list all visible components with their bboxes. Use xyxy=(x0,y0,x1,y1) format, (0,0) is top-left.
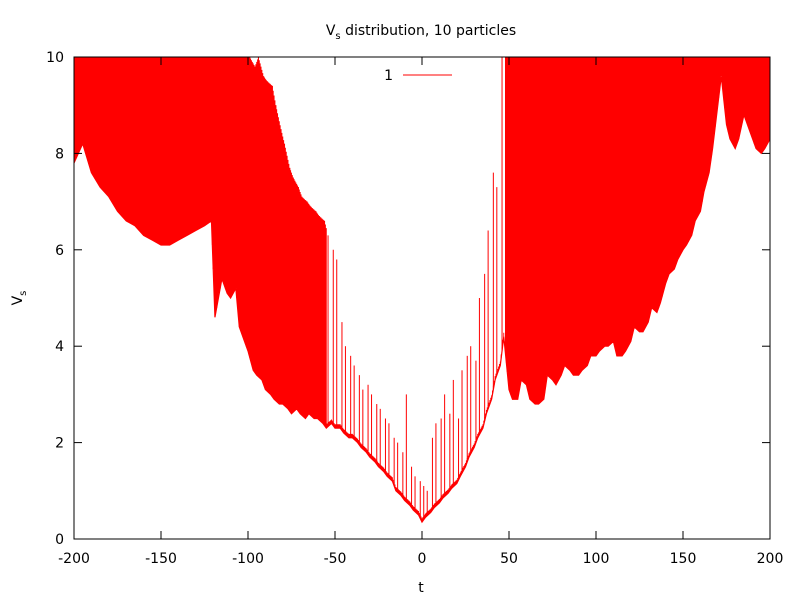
x-tick-label: -200 xyxy=(58,551,90,567)
y-tick-label: 6 xyxy=(55,243,64,259)
x-tick-label: 50 xyxy=(500,551,518,567)
x-tick-label: 0 xyxy=(418,551,427,567)
y-tick-label: 0 xyxy=(55,532,64,548)
y-axis-label: Vs xyxy=(10,291,29,306)
ticks-layer: -200 -150 -100 -50 0 50 100 150 200 0 2 4 6 8 10 xyxy=(46,50,783,567)
y-tick-label: 4 xyxy=(55,339,64,355)
chart-title: Vs distribution, 10 particles xyxy=(326,23,516,42)
legend-label: 1 xyxy=(384,68,393,84)
x-tick-label: -50 xyxy=(324,551,347,567)
series-1-line xyxy=(73,76,771,524)
chart-title-main: V xyxy=(326,23,336,39)
x-axis-label: t xyxy=(418,580,424,596)
x-tick-label: 150 xyxy=(670,551,697,567)
x-tick-label: 200 xyxy=(757,551,784,567)
x-tick-label: -150 xyxy=(145,551,177,567)
y-tick-label: 10 xyxy=(46,50,64,66)
chart-title-subscript: s xyxy=(335,31,340,42)
y-axis-label-subscript: s xyxy=(18,291,29,296)
x-tick-label: -100 xyxy=(232,551,264,567)
x-tick-label: 100 xyxy=(583,551,610,567)
data-layer xyxy=(73,57,771,524)
y-axis-label-main: V xyxy=(10,295,26,305)
legend: 1 xyxy=(384,68,452,84)
plot-frame xyxy=(73,56,771,540)
chart-title-rest: distribution, 10 particles xyxy=(341,23,517,39)
series-1-band xyxy=(73,57,771,523)
y-tick-label: 8 xyxy=(55,146,64,162)
y-tick-label: 2 xyxy=(55,436,64,452)
